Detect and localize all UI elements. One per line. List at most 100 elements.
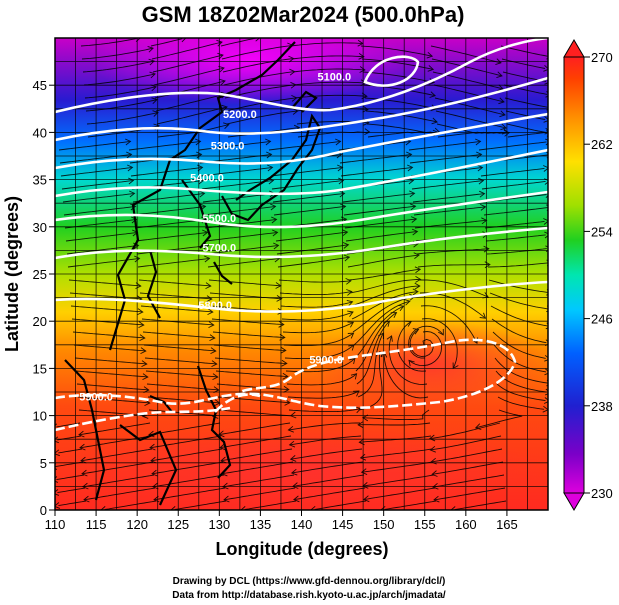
streamline: [133, 205, 206, 216]
streamline: [77, 396, 150, 404]
streamline-arrow: [82, 482, 89, 490]
streamline: [80, 38, 137, 47]
streamline: [431, 448, 503, 463]
streamline-arrow: [131, 216, 138, 224]
streamline: [81, 461, 154, 475]
streamline-arrow: [362, 482, 369, 489]
streamline: [57, 487, 86, 494]
y-tick-label: 25: [33, 267, 47, 282]
streamline-arrow: [265, 138, 272, 146]
streamline-arrow: [497, 84, 504, 92]
streamline: [421, 318, 458, 369]
streamline-arrow: [280, 346, 287, 354]
streamline: [217, 396, 290, 404]
streamline-arrow: [543, 165, 548, 172]
streamline: [383, 352, 429, 399]
streamline-arrow: [217, 52, 224, 60]
streamline-arrow: [481, 217, 488, 225]
streamline-arrow: [412, 328, 420, 335]
streamline-arrow: [138, 321, 145, 329]
streamline-arrow: [135, 38, 141, 43]
credit-drawing: Drawing by DCL (https://www.gfd-dennou.o…: [173, 576, 446, 587]
streamline-arrow: [240, 506, 246, 510]
streamline-arrow: [126, 151, 133, 159]
colorbar-tick-label: 246: [591, 312, 613, 327]
streamline-arrow: [432, 482, 439, 490]
streamline-arrow: [343, 254, 351, 262]
streamline: [292, 474, 365, 487]
streamline-arrow: [223, 495, 230, 503]
streamline-arrow: [143, 386, 150, 394]
streamline-arrow: [338, 177, 345, 185]
streamline-arrow: [543, 65, 548, 72]
streamline-arrow: [135, 282, 142, 290]
streamline: [505, 110, 546, 120]
x-tick-label: 115: [86, 517, 107, 532]
streamline-arrow: [79, 443, 86, 451]
streamline-arrow: [289, 455, 297, 462]
streamline: [86, 112, 159, 125]
streamline: [150, 38, 183, 47]
streamline: [80, 448, 153, 462]
streamline-arrow: [276, 295, 283, 302]
streamline: [79, 435, 152, 449]
streamline: [57, 435, 82, 441]
streamline: [277, 256, 350, 268]
streamline: [478, 141, 547, 151]
streamline-arrow: [359, 66, 366, 73]
streamline-arrow: [290, 468, 298, 476]
streamline: [340, 166, 413, 177]
streamline-arrow: [543, 218, 548, 225]
x-tick-label: 155: [414, 517, 436, 532]
streamline: [297, 131, 370, 138]
streamline-arrow: [360, 468, 368, 476]
streamline-arrow: [337, 164, 344, 172]
streamline-arrow: [383, 320, 391, 327]
streamline-arrow: [397, 304, 405, 312]
streamline-arrow: [474, 423, 482, 430]
streamline: [151, 41, 223, 60]
streamline: [56, 474, 85, 481]
streamline: [278, 279, 351, 283]
streamline: [359, 435, 432, 443]
streamline: [345, 231, 418, 242]
streamline: [354, 305, 404, 359]
streamline: [270, 166, 343, 177]
streamline: [454, 500, 507, 510]
streamline-arrow: [292, 108, 299, 115]
streamline: [58, 448, 83, 454]
streamline-arrow: [450, 506, 456, 510]
x-axis-ticks: 110 115 120 125 130 135 140 145 150 155 160 165: [45, 510, 518, 532]
streamline: [507, 131, 548, 138]
streamline-arrow: [346, 299, 354, 307]
streamline: [145, 370, 218, 378]
streamline: [360, 448, 433, 459]
streamline-arrow: [55, 449, 60, 457]
streamline: [273, 205, 346, 216]
streamline: [481, 180, 546, 190]
streamline-arrow: [281, 359, 288, 367]
streamline: [288, 422, 360, 431]
contour-label: 5400.0: [190, 172, 224, 184]
contour-label: 5300.0: [211, 140, 245, 152]
streamline: [344, 218, 417, 229]
streamline: [357, 332, 384, 398]
streamline: [74, 357, 147, 365]
streamline-arrow: [414, 282, 421, 290]
streamline-arrow: [210, 347, 217, 355]
streamline: [361, 461, 434, 473]
streamline-arrow: [404, 298, 411, 306]
streamline-arrow: [290, 81, 297, 89]
streamline-arrow: [139, 334, 146, 342]
streamline-arrow: [222, 482, 229, 490]
streamline: [63, 205, 136, 216]
streamline: [174, 500, 227, 510]
streamline: [356, 320, 390, 385]
streamline: [276, 244, 349, 255]
streamline: [72, 331, 145, 339]
contour-label: 5800.0: [198, 300, 232, 312]
colorbar-ticks: 230 238 246 254 262 270: [584, 50, 613, 501]
streamline-arrow: [278, 320, 285, 328]
streamline-arrow: [170, 506, 176, 510]
streamline-arrow: [544, 127, 548, 135]
